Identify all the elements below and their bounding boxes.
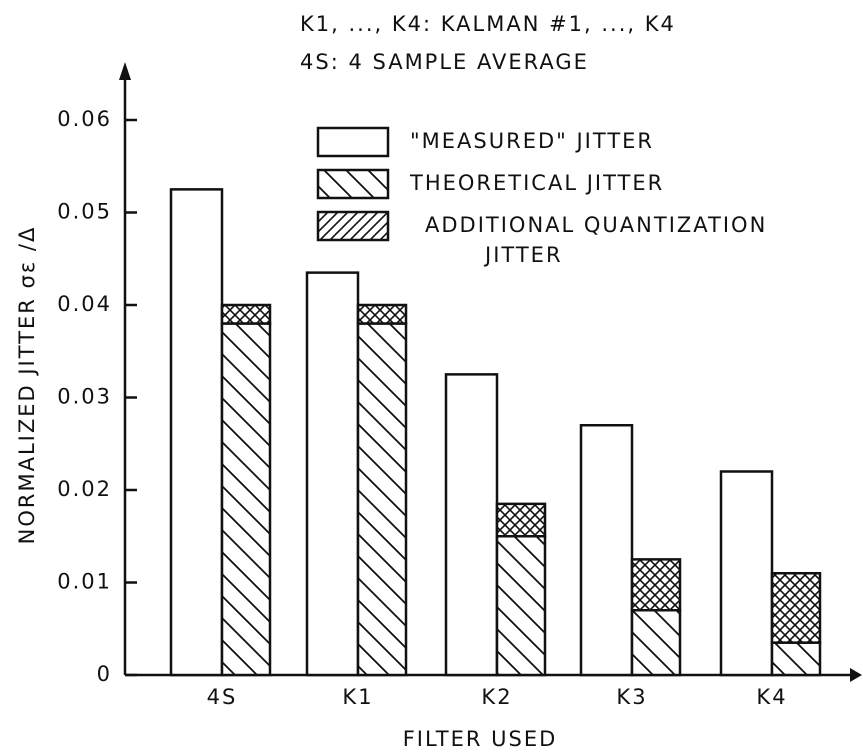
legend-label: THEORETICAL JITTER <box>409 171 664 195</box>
legend-swatch <box>316 126 390 158</box>
x-tick-label: K2 <box>481 685 512 709</box>
legend-label: "MEASURED" JITTER <box>410 129 654 153</box>
annotation: K1, ..., K4: KALMAN #1, ..., K4 <box>300 12 676 36</box>
x-axis-arrow <box>850 668 862 682</box>
x-tick-label: K1 <box>342 685 373 709</box>
y-tick-label: 0.03 <box>57 385 112 409</box>
bar-segment <box>356 322 408 677</box>
bar-segment <box>630 609 682 677</box>
bar-segment <box>630 558 682 612</box>
x-tick-label: K3 <box>616 685 647 709</box>
bar-segment <box>495 502 547 538</box>
legend-swatch <box>316 210 390 242</box>
y-axis-label: NORMALIZED JITTER σε /Δ <box>15 226 39 545</box>
bar-segment <box>770 572 822 644</box>
legend-label: ADDITIONAL QUANTIZATION JITTER <box>425 213 776 267</box>
bar-segment <box>220 322 272 677</box>
bar-segment <box>220 303 272 325</box>
x-tick-label: 4S <box>207 685 238 709</box>
bar <box>169 188 224 677</box>
y-axis-arrow <box>119 62 131 80</box>
y-tick-label: 0.05 <box>57 200 112 224</box>
bar <box>305 271 360 677</box>
y-tick-label: 0.01 <box>57 570 112 594</box>
annotation: 4S: 4 SAMPLE AVERAGE <box>300 50 589 74</box>
y-tick-label: 0.06 <box>57 107 112 131</box>
y-tick-label: 0 <box>97 662 112 686</box>
bar <box>719 470 774 677</box>
x-tick-label: K4 <box>756 685 787 709</box>
bar <box>444 373 499 677</box>
bar-segment <box>495 535 547 677</box>
bar-segment <box>356 303 408 325</box>
x-axis-label: FILTER USED <box>403 727 558 751</box>
bar <box>579 424 634 677</box>
y-tick-label: 0.02 <box>57 477 112 501</box>
legend-swatch <box>316 168 390 200</box>
y-tick-label: 0.04 <box>57 292 112 316</box>
bar-segment <box>770 641 822 677</box>
